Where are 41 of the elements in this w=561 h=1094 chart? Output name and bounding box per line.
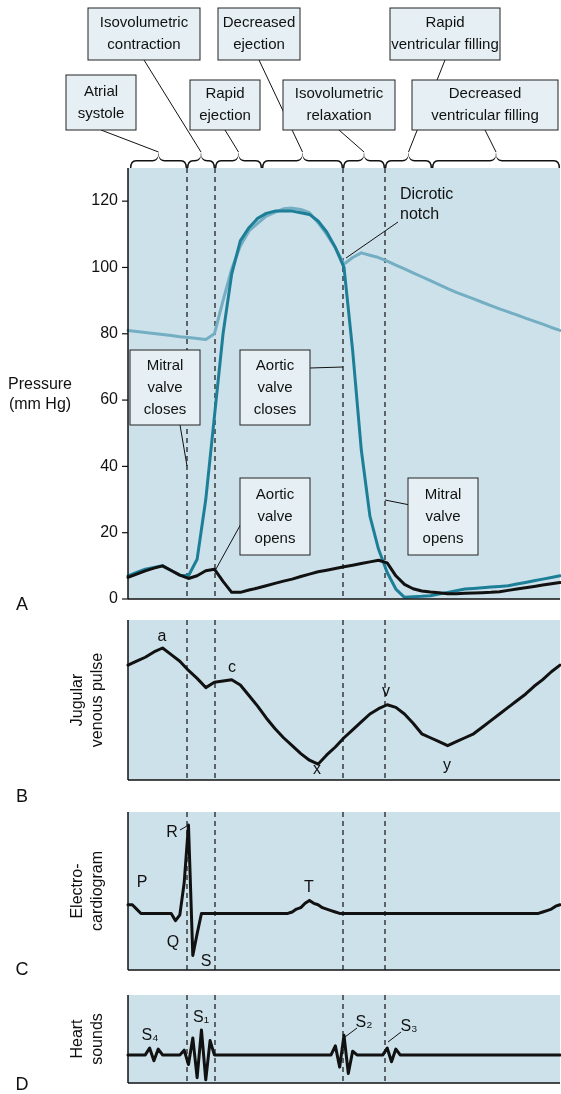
- text: Decreased ventricular filling: [431, 83, 539, 123]
- annotation: c: [228, 658, 236, 676]
- y-tick-label: 20: [100, 522, 119, 540]
- text: B: [15, 785, 29, 806]
- annotation: y: [443, 756, 451, 774]
- text: D: [15, 1073, 29, 1094]
- text: Rapid ejection: [199, 83, 251, 123]
- y-tick-label: 100: [91, 257, 119, 275]
- text: Isovolumetric contraction: [99, 12, 189, 52]
- y-axis-title: Electro- cardiogram: [68, 850, 106, 932]
- annotation: v: [382, 682, 390, 700]
- text: C: [15, 958, 29, 979]
- text: Atrial systole: [77, 81, 125, 121]
- y-tick-label: 40: [100, 456, 119, 474]
- text: S₁: [192, 1008, 210, 1026]
- annotation: S₄: [141, 1026, 159, 1044]
- annotation: R: [166, 823, 178, 841]
- annotation: Mitral valve closes: [143, 355, 187, 417]
- annotation: Mitral valve opens: [422, 484, 464, 546]
- y-axis-title: Jugular venous pulse: [68, 652, 106, 748]
- annotation: P: [136, 873, 148, 891]
- annotation: Q: [166, 933, 180, 951]
- y-axis-title: Pressure (mm Hg): [7, 375, 73, 413]
- text: A: [15, 593, 29, 614]
- annotation: S₂: [355, 1013, 373, 1031]
- annotation: x: [313, 760, 321, 778]
- annotation: Aortic valve closes: [253, 355, 297, 417]
- text: Isovolumetric relaxation: [294, 83, 384, 123]
- annotation: T: [304, 878, 315, 896]
- annotation: S: [200, 952, 212, 970]
- y-tick-label: 120: [91, 191, 119, 209]
- y-tick-label: 0: [109, 589, 119, 607]
- annotation: Aortic valve opens: [254, 484, 296, 546]
- y-tick-label: 80: [100, 323, 119, 341]
- text: Rapid ventricular filling: [391, 12, 499, 52]
- annotation: S₃: [400, 1017, 418, 1035]
- text: a: [157, 627, 167, 645]
- annotation: Dicrotic notch: [400, 185, 454, 223]
- y-tick-label: 60: [100, 390, 119, 408]
- y-axis-title: Heart sounds: [68, 1013, 106, 1065]
- text: Decreased ejection: [222, 12, 296, 52]
